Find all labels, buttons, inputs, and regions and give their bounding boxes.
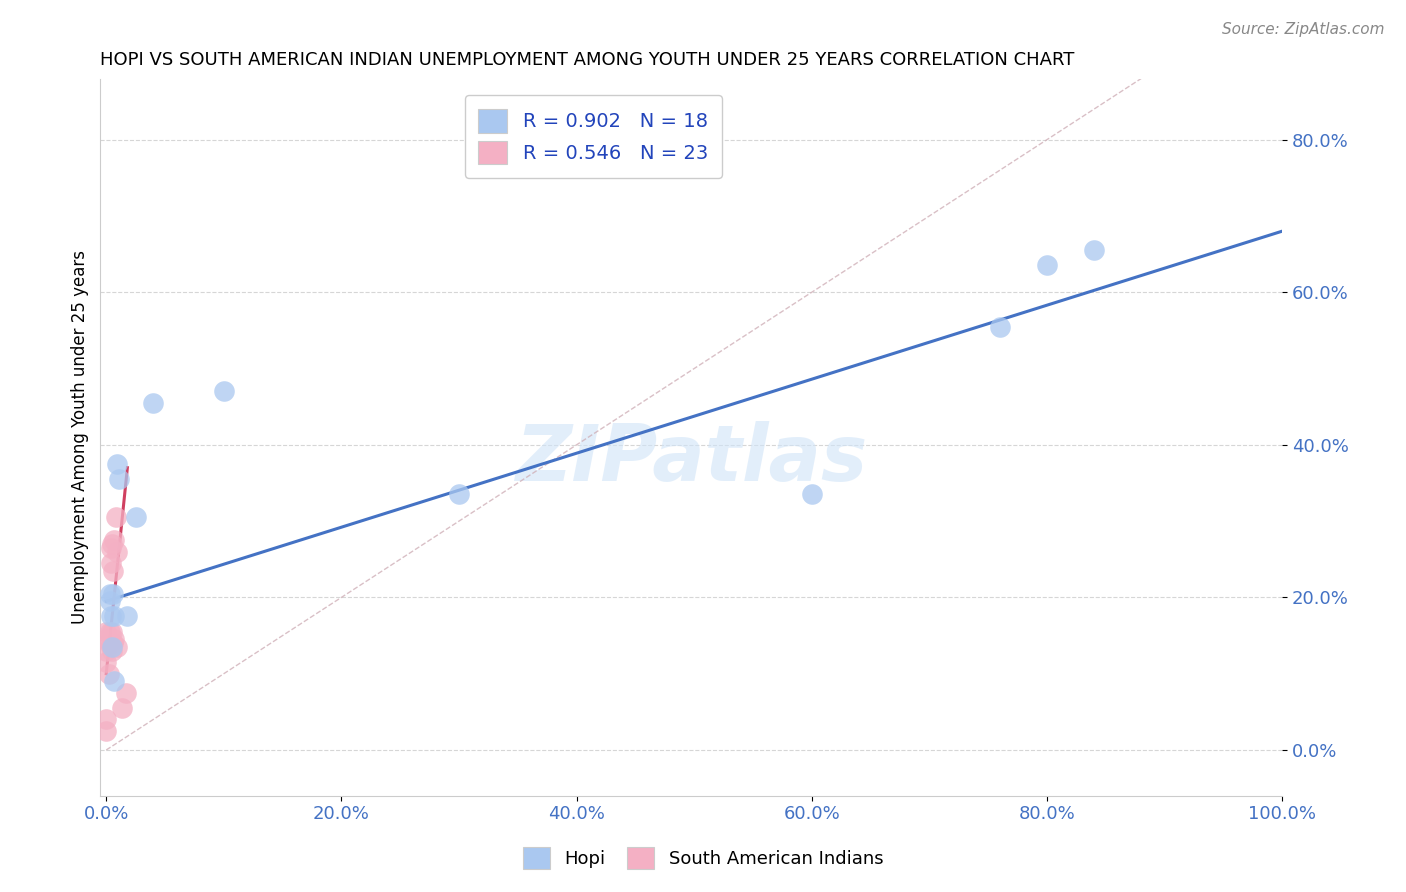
Legend: Hopi, South American Indians: Hopi, South American Indians — [513, 838, 893, 879]
Point — [105, 640, 128, 654]
Point — [1036, 259, 1059, 273]
Text: HOPI VS SOUTH AMERICAN INDIAN UNEMPLOYMENT AMONG YOUTH UNDER 25 YEARS CORRELATIO: HOPI VS SOUTH AMERICAN INDIAN UNEMPLOYME… — [100, 51, 1074, 69]
Point — [103, 636, 125, 650]
Point — [124, 510, 146, 524]
Y-axis label: Unemployment Among Youth under 25 years: Unemployment Among Youth under 25 years — [72, 250, 89, 624]
Point — [96, 624, 118, 639]
Text: Source: ZipAtlas.com: Source: ZipAtlas.com — [1222, 22, 1385, 37]
Point — [117, 609, 139, 624]
Point — [105, 544, 128, 558]
Point — [1083, 244, 1105, 258]
Point — [103, 586, 125, 600]
Point — [98, 594, 121, 608]
Point — [104, 510, 127, 524]
Point — [96, 644, 118, 658]
Point — [101, 624, 124, 639]
Point — [103, 564, 125, 578]
Point — [101, 537, 124, 551]
Point — [100, 556, 122, 570]
Point — [100, 541, 122, 555]
Point — [103, 674, 125, 689]
Point — [101, 644, 124, 658]
Point — [96, 723, 118, 738]
Point — [110, 701, 132, 715]
Point — [988, 319, 1011, 334]
Point — [98, 586, 121, 600]
Text: ZIPatlas: ZIPatlas — [515, 421, 868, 497]
Point — [212, 384, 235, 399]
Point — [97, 636, 120, 650]
Point — [115, 686, 138, 700]
Point — [142, 396, 165, 410]
Point — [105, 457, 128, 471]
Point — [103, 533, 125, 548]
Point — [97, 666, 120, 681]
Point — [800, 487, 823, 501]
Point — [103, 632, 125, 647]
Point — [101, 640, 124, 654]
Point — [96, 655, 118, 669]
Point — [98, 624, 121, 639]
Point — [96, 632, 118, 647]
Point — [108, 472, 131, 486]
Legend: R = 0.902   N = 18, R = 0.546   N = 23: R = 0.902 N = 18, R = 0.546 N = 23 — [464, 95, 721, 178]
Point — [100, 609, 122, 624]
Point — [447, 487, 470, 501]
Point — [103, 609, 125, 624]
Point — [96, 713, 118, 727]
